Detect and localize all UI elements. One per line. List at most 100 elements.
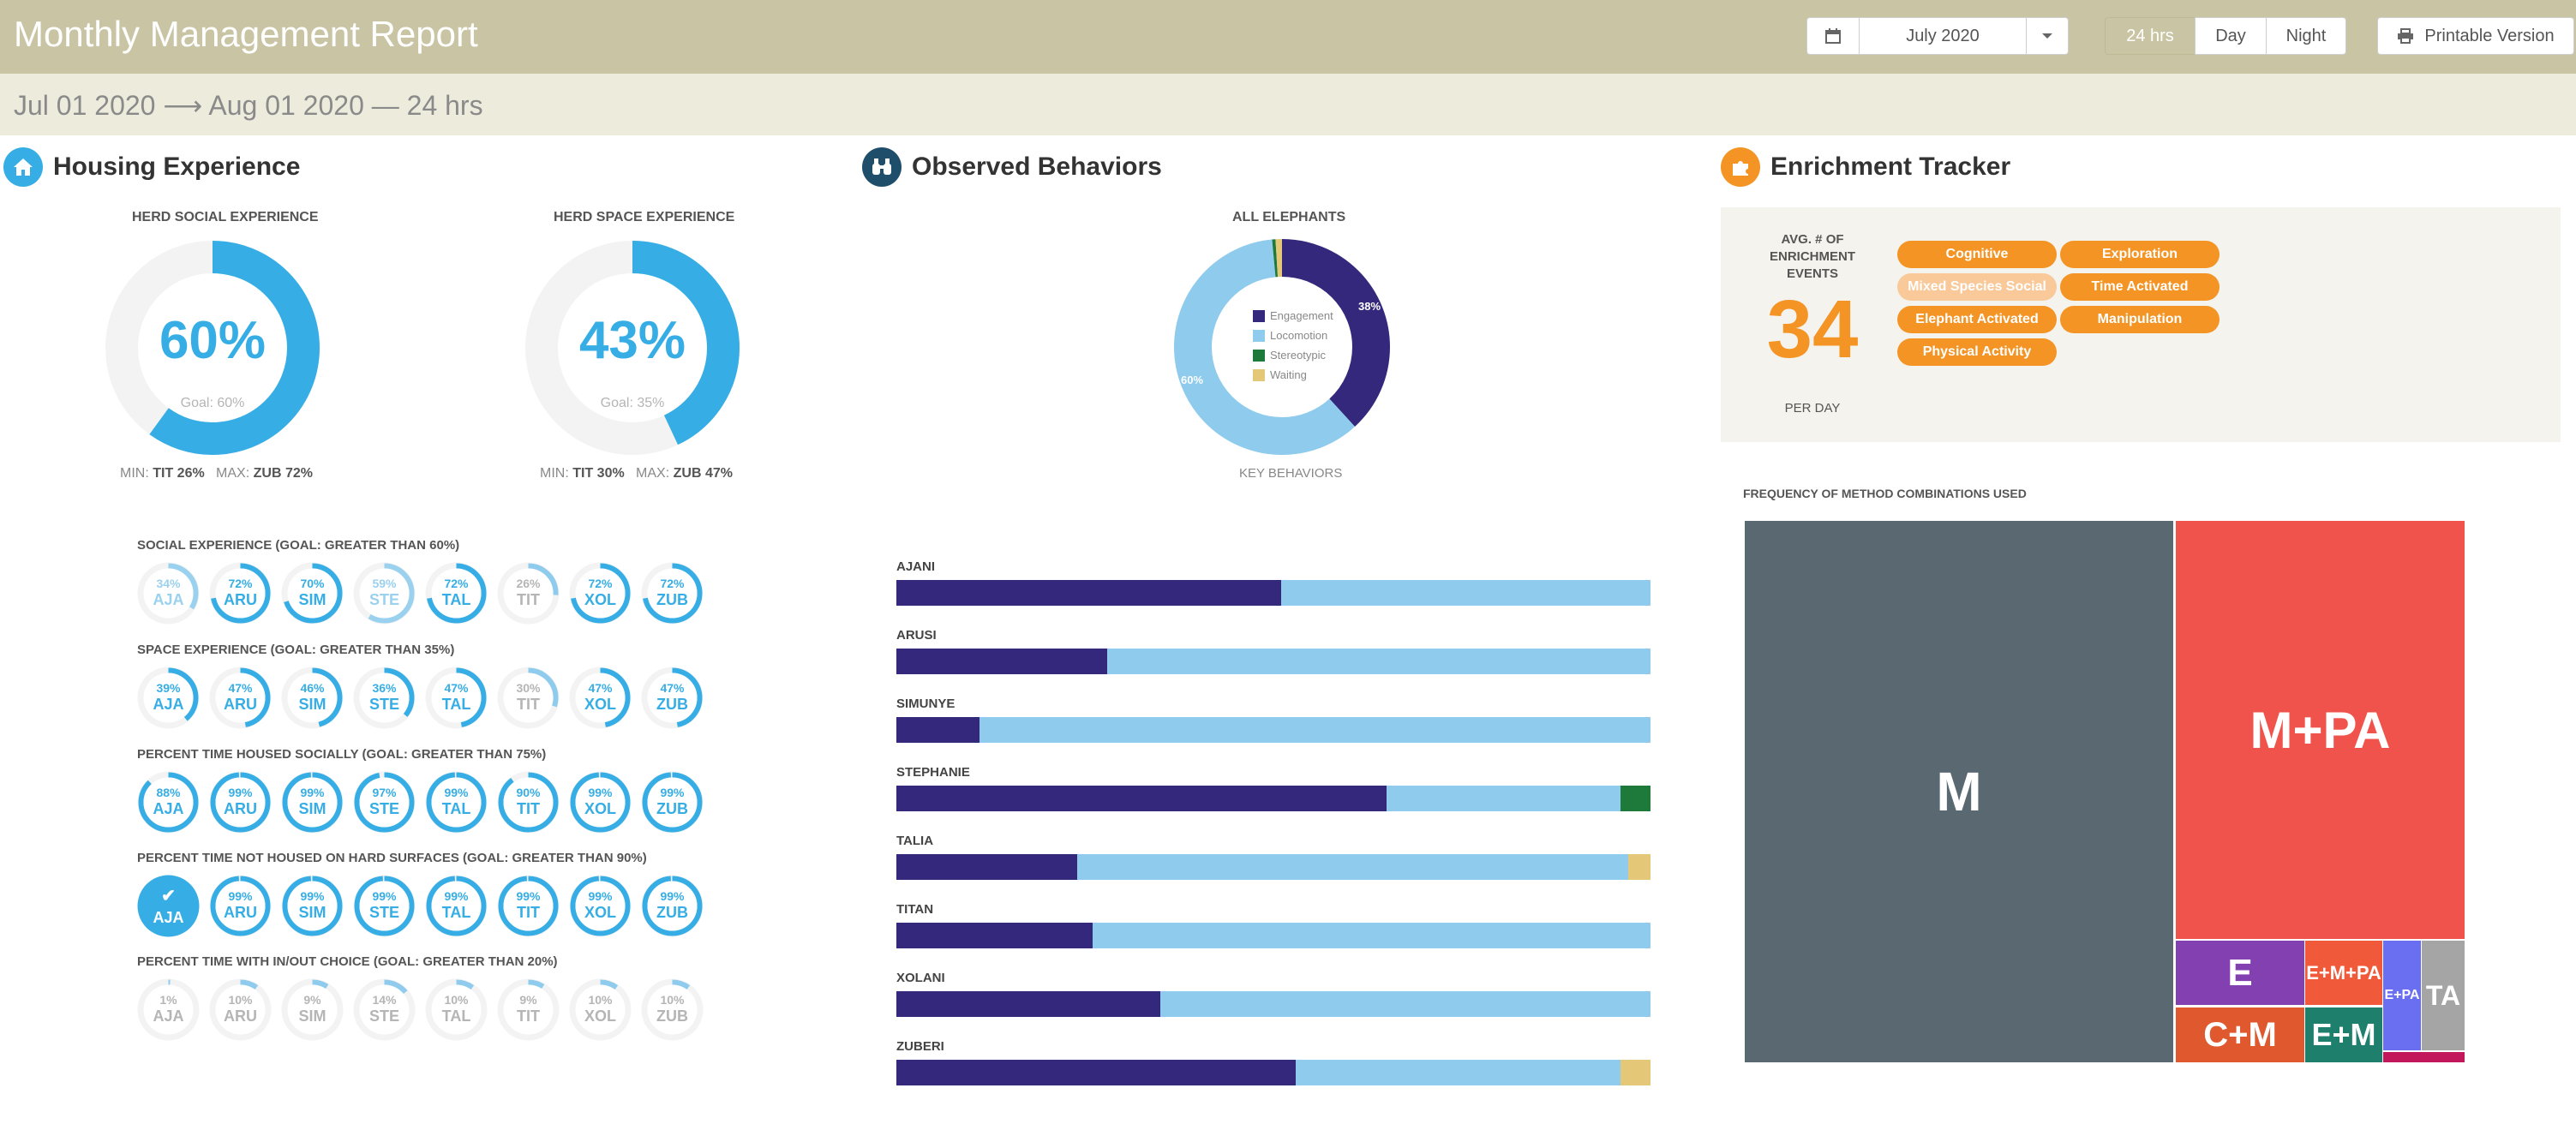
elephant-chip[interactable]: 99% STE (353, 875, 416, 937)
elephant-chip[interactable]: 72% ARU (209, 562, 272, 625)
elephant-chip[interactable]: 99% SIM (281, 771, 344, 834)
elephant-chip[interactable]: 99% ZUB (641, 771, 704, 834)
elephant-chip[interactable]: 88% AJA (137, 771, 200, 834)
chip-name: TAL (441, 591, 471, 608)
elephant-chip[interactable]: 47% XOL (569, 667, 632, 729)
elephant-chip[interactable]: 26% TIT (497, 562, 560, 625)
chip-ring-fill (138, 563, 199, 624)
elephant-chip[interactable]: 99% TIT (497, 875, 560, 937)
printable-version-button[interactable]: Printable Version (2377, 17, 2574, 55)
chip-ring (353, 667, 416, 729)
bar-segment-engagement (896, 580, 1281, 606)
chip-name: ZUB (656, 904, 688, 921)
chip-percent: 70% (300, 577, 325, 590)
chip-percent: 10% (444, 993, 469, 1007)
elephant-chip[interactable]: 47% ARU (209, 667, 272, 729)
chip-name: AJA (153, 591, 184, 608)
elephant-chip[interactable]: 1% AJA (137, 978, 200, 1041)
enrichment-tag[interactable]: Physical Activity (1897, 338, 2057, 366)
elephant-chip[interactable]: 10% ARU (209, 978, 272, 1041)
donut-slice-locomotion (1174, 239, 1390, 455)
elephant-chip[interactable]: 99% TAL (425, 875, 488, 937)
elephant-chip[interactable]: 10% TAL (425, 978, 488, 1041)
legend-label: Waiting (1270, 368, 1307, 381)
chip-ring-fill (498, 667, 559, 728)
elephant-chip[interactable]: 47% TAL (425, 667, 488, 729)
elephant-chip[interactable]: ✔ AJA (137, 875, 200, 937)
metric-row-label: SPACE EXPERIENCE (GOAL: GREATER THAN 35%… (137, 643, 455, 657)
range-night-button[interactable]: Night (2266, 17, 2346, 55)
calendar-button[interactable] (1806, 17, 1860, 55)
top-bar: Monthly Management Report July 2020 24 h… (0, 0, 2576, 74)
month-select[interactable]: July 2020 (1859, 17, 2027, 55)
enrichment-tag[interactable]: Exploration (2060, 241, 2220, 268)
elephant-chip[interactable]: 99% SIM (281, 875, 344, 937)
chip-name: SIM (298, 904, 326, 921)
elephant-chip[interactable]: 9% TIT (497, 978, 560, 1041)
chip-ring-fill (354, 876, 415, 936)
chip-ring (137, 875, 200, 937)
chip-name: AJA (153, 1007, 184, 1025)
bar-segment-engagement (896, 786, 1387, 811)
chip-ring (641, 875, 704, 937)
chip-name: TIT (517, 591, 540, 608)
elephant-chip[interactable]: 70% SIM (281, 562, 344, 625)
chip-ring-fill (210, 772, 271, 833)
treemap-cell-m: M (1745, 521, 2173, 1062)
chip-ring (497, 562, 560, 625)
chip-percent: 99% (660, 889, 685, 903)
treemap-cell-e-m-pa: E+M+PA (2305, 941, 2382, 1005)
chip-name: SIM (298, 1007, 326, 1025)
elephant-chip[interactable]: 34% AJA (137, 562, 200, 625)
month-dropdown-button[interactable] (2026, 17, 2069, 55)
enrichment-tag[interactable]: Cognitive (1897, 241, 2057, 268)
elephant-chip[interactable]: 99% XOL (569, 875, 632, 937)
bar-segment-locomotion (1107, 649, 1650, 674)
elephant-chip[interactable]: 59% STE (353, 562, 416, 625)
elephant-chip[interactable]: 72% ZUB (641, 562, 704, 625)
elephant-chip[interactable]: 99% ZUB (641, 875, 704, 937)
chip-ring (137, 562, 200, 625)
puzzle-icon (1721, 147, 1760, 187)
elephant-chip[interactable]: 72% XOL (569, 562, 632, 625)
elephant-chip[interactable]: 99% ARU (209, 771, 272, 834)
chip-ring (425, 667, 488, 729)
enrichment-tag[interactable]: Manipulation (2060, 306, 2220, 333)
herd-space-minmax: MIN: TIT 30% MAX: ZUB 47% (540, 466, 733, 481)
elephant-chip[interactable]: 90% TIT (497, 771, 560, 834)
chip-name: SIM (298, 591, 326, 608)
elephant-chip[interactable]: 36% STE (353, 667, 416, 729)
chip-ring (281, 875, 344, 937)
elephant-chip[interactable]: 99% ARU (209, 875, 272, 937)
chip-ring (569, 667, 632, 729)
elephant-chip[interactable]: 97% STE (353, 771, 416, 834)
bar-talia (896, 854, 1650, 880)
chip-name: AJA (153, 800, 184, 817)
elephant-chip[interactable]: 39% AJA (137, 667, 200, 729)
elephant-chip[interactable]: 72% TAL (425, 562, 488, 625)
enrichment-tag[interactable]: Elephant Activated (1897, 306, 2057, 333)
chip-ring (137, 978, 200, 1041)
range-24hrs-button[interactable]: 24 hrs (2105, 17, 2196, 55)
chip-ring (641, 978, 704, 1041)
legend-label: Stereotypic (1270, 349, 1327, 362)
chip-ring (569, 771, 632, 834)
elephant-chip[interactable]: 14% STE (353, 978, 416, 1041)
elephant-chip[interactable]: 10% XOL (569, 978, 632, 1041)
metric-chip-row: ✔ AJA 99% ARU 99% SIM 99% STE 99% TAL 99% TIT 99% XOL… (137, 875, 704, 937)
chip-ring-fill (282, 772, 343, 833)
elephant-chip[interactable]: 10% ZUB (641, 978, 704, 1041)
chip-percent: 10% (660, 993, 685, 1007)
bar-segment-locomotion (1092, 923, 1650, 948)
elephant-chip[interactable]: 99% XOL (569, 771, 632, 834)
enrichment-tag[interactable]: Mixed Species Social (1897, 273, 2057, 301)
chip-ring-fill (282, 876, 343, 936)
elephant-chip[interactable]: 9% SIM (281, 978, 344, 1041)
treemap-cell-e-m: E+M (2305, 1007, 2382, 1062)
enrichment-tag[interactable]: Time Activated (2060, 273, 2220, 301)
elephant-chip[interactable]: 46% SIM (281, 667, 344, 729)
range-day-button[interactable]: Day (2195, 17, 2267, 55)
elephant-chip[interactable]: 30% TIT (497, 667, 560, 729)
elephant-chip[interactable]: 99% TAL (425, 771, 488, 834)
elephant-chip[interactable]: 47% ZUB (641, 667, 704, 729)
